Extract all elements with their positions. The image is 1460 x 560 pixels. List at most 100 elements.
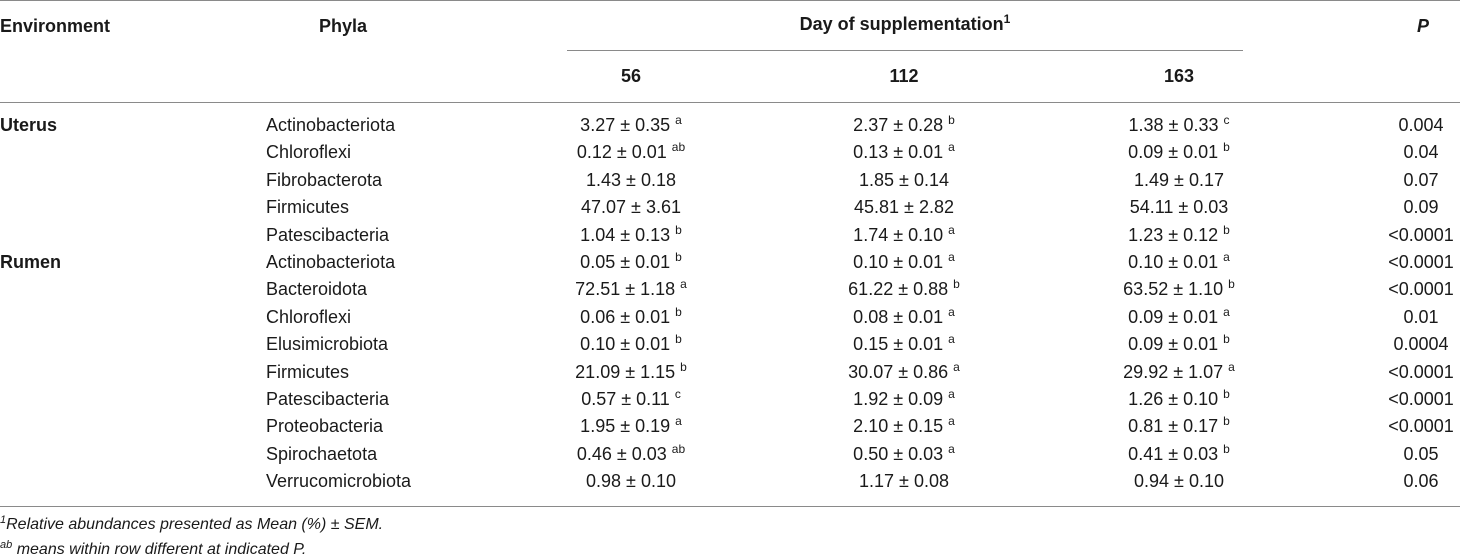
p-value-cell: 0.06 [1403,471,1439,492]
p-value-cell: <0.0001 [1388,279,1454,300]
mean-sem-value: 61.22 ± 0.88 [848,279,949,300]
mean-sem-value: 0.94 ± 0.10 [1134,471,1224,492]
header-bottom-rule [0,102,1460,103]
phyla-cell: Actinobacteriota [266,252,396,272]
significance-letter: b [1223,140,1230,155]
table-top-rule [0,0,1460,1]
significance-letter: b [1223,387,1230,401]
value-cell: 0.05 ± 0.01 b [580,249,682,276]
phyla-cell: Chloroflexi [266,142,352,163]
mean-sem-value: 29.92 ± 1.07 [1123,361,1224,382]
day-group-underline [567,50,1243,51]
mean-sem-value: 1.26 ± 0.10 [1128,389,1219,409]
phyla-cell: Verrucomicrobiota [266,471,412,492]
footnote-2-text: means within row different at indicated … [12,541,307,558]
mean-sem-value: 3.27 ± 0.35 [580,115,671,135]
value-cell: 0.09 ± 0.01 a [1128,304,1230,331]
value-cell: 0.10 ± 0.01 b [580,331,682,358]
environment-label: Uterus [0,115,58,135]
mean-sem-value: 1.49 ± 0.17 [1134,169,1224,190]
significance-letter: b [1223,222,1230,237]
value-cell: 1.26 ± 0.10 b [1128,386,1230,413]
p-value-cell: <0.0001 [1388,389,1454,409]
mean-sem-value: 0.05 ± 0.01 [580,252,671,272]
mean-sem-value: 1.17 ± 0.08 [859,471,949,492]
significance-letter: c [1223,113,1230,127]
significance-letter: a [675,414,682,429]
value-cell: 30.07 ± 0.86 a [848,359,960,386]
significance-letter: a [953,359,960,374]
significance-letter: a [1223,304,1230,319]
mean-sem-value: 72.51 ± 1.18 [575,279,676,300]
significance-letter: b [1223,414,1230,429]
value-cell: 72.51 ± 1.18 a [575,276,687,303]
value-cell: 1.95 ± 0.19 a [580,413,682,440]
value-cell: 1.92 ± 0.09 a [853,386,955,413]
significance-letter: b [675,332,682,347]
footnote-1-mark: 1 [0,514,7,526]
mean-sem-value: 0.10 ± 0.01 [853,252,944,272]
value-cell: 1.17 ± 0.08 [859,468,949,495]
value-cell: 3.27 ± 0.35 a [580,112,682,139]
significance-letter: a [1228,359,1235,374]
phyla-cell: Chloroflexi [266,306,352,327]
phyla-cell: Patescibacteria [266,389,390,409]
value-cell: 0.81 ± 0.17 b [1128,413,1230,440]
significance-letter: a [948,304,955,319]
value-cell: 0.41 ± 0.03 b [1128,441,1230,468]
value-cell: 2.37 ± 0.28 b [853,112,955,139]
value-cell: 0.08 ± 0.01 a [853,304,955,331]
mean-sem-value: 2.37 ± 0.28 [853,115,944,135]
significance-letter: a [1223,250,1230,264]
mean-sem-value: 1.38 ± 0.33 [1128,115,1219,135]
mean-sem-value: 47.07 ± 3.61 [581,197,681,218]
mean-sem-value: 1.92 ± 0.09 [853,389,944,409]
header-day-112: 112 [889,66,919,86]
significance-letter: b [1223,441,1230,456]
significance-letter: ab [671,140,686,155]
mean-sem-value: 0.13 ± 0.01 [853,142,944,163]
mean-sem-value: 1.23 ± 0.12 [1128,224,1219,245]
value-cell: 0.12 ± 0.01 ab [577,139,685,166]
phyla-cell: Firmicutes [266,197,350,218]
footnote-2-mark: ab [0,539,13,551]
significance-letter: b [680,359,687,374]
header-day-group-label: Day of supplementation [799,14,1004,34]
mean-sem-value: 45.81 ± 2.82 [854,197,954,218]
value-cell: 0.09 ± 0.01 b [1128,331,1230,358]
significance-letter: c [674,387,681,401]
phyla-cell: Actinobacteriota [266,115,396,135]
value-cell: 1.43 ± 0.18 [586,167,676,194]
mean-sem-value: 0.09 ± 0.01 [1128,142,1219,163]
footnote-1: 1Relative abundances presented as Mean (… [0,514,383,534]
phyla-cell: Bacteroidota [266,279,368,300]
value-cell: 45.81 ± 2.82 [854,194,954,221]
significance-letter: b [675,222,682,237]
value-cell: 0.46 ± 0.03 ab [577,441,685,468]
significance-letter: b [675,304,682,319]
value-cell: 1.38 ± 0.33 c [1129,112,1230,139]
mean-sem-value: 0.12 ± 0.01 [576,142,667,163]
significance-letter: a [948,441,955,456]
value-cell: 1.04 ± 0.13 b [580,222,682,249]
header-p: P [1417,16,1430,36]
mean-sem-value: 54.11 ± 0.03 [1129,197,1229,218]
value-cell: 0.15 ± 0.01 a [853,331,955,358]
mean-sem-value: 1.43 ± 0.18 [586,169,676,190]
phyla-cell: Spirochaetota [266,443,378,464]
mean-sem-value: 0.57 ± 0.11 [581,389,670,409]
p-value-cell: 0.07 [1403,169,1439,190]
significance-letter: a [948,414,955,429]
mean-sem-value: 1.95 ± 0.19 [580,416,671,437]
phyla-cell: Proteobacteria [266,416,384,437]
mean-sem-value: 0.10 ± 0.01 [1128,252,1219,272]
value-cell: 61.22 ± 0.88 b [848,276,960,303]
table-bottom-rule [0,506,1460,507]
p-value-cell: <0.0001 [1388,361,1454,382]
p-value-cell: 0.09 [1403,197,1439,218]
value-cell: 0.09 ± 0.01 b [1128,139,1230,166]
mean-sem-value: 0.81 ± 0.17 [1128,416,1219,437]
significance-letter: a [675,113,682,127]
header-day-group-footnote-mark: 1 [1003,12,1011,26]
p-value-cell: <0.0001 [1388,252,1454,272]
